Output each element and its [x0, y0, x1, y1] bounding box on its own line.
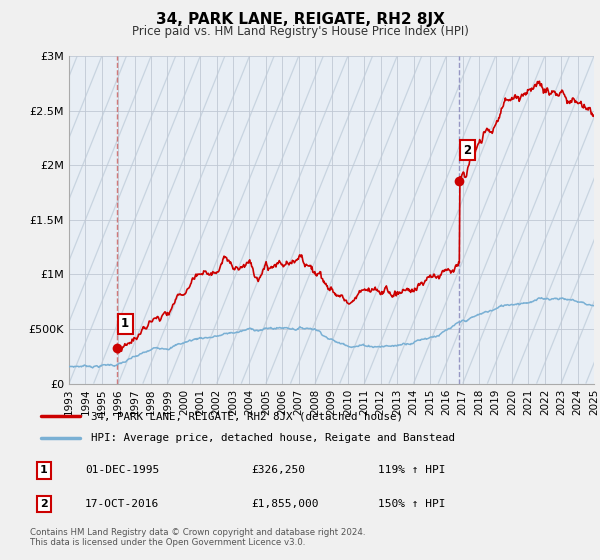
Text: Contains HM Land Registry data © Crown copyright and database right 2024.
This d: Contains HM Land Registry data © Crown c… — [30, 528, 365, 547]
Text: HPI: Average price, detached house, Reigate and Banstead: HPI: Average price, detached house, Reig… — [91, 433, 455, 443]
Text: 17-OCT-2016: 17-OCT-2016 — [85, 499, 160, 509]
Text: 34, PARK LANE, REIGATE, RH2 8JX: 34, PARK LANE, REIGATE, RH2 8JX — [155, 12, 445, 27]
Text: 119% ↑ HPI: 119% ↑ HPI — [378, 465, 445, 475]
Text: 1: 1 — [40, 465, 47, 475]
Text: 150% ↑ HPI: 150% ↑ HPI — [378, 499, 445, 509]
Text: 2: 2 — [463, 144, 472, 157]
Text: 34, PARK LANE, REIGATE, RH2 8JX (detached house): 34, PARK LANE, REIGATE, RH2 8JX (detache… — [91, 411, 403, 421]
Text: 2: 2 — [40, 499, 47, 509]
Text: £1,855,000: £1,855,000 — [251, 499, 319, 509]
Text: Price paid vs. HM Land Registry's House Price Index (HPI): Price paid vs. HM Land Registry's House … — [131, 25, 469, 38]
Text: 1: 1 — [121, 318, 129, 330]
Text: 01-DEC-1995: 01-DEC-1995 — [85, 465, 160, 475]
Text: £326,250: £326,250 — [251, 465, 305, 475]
